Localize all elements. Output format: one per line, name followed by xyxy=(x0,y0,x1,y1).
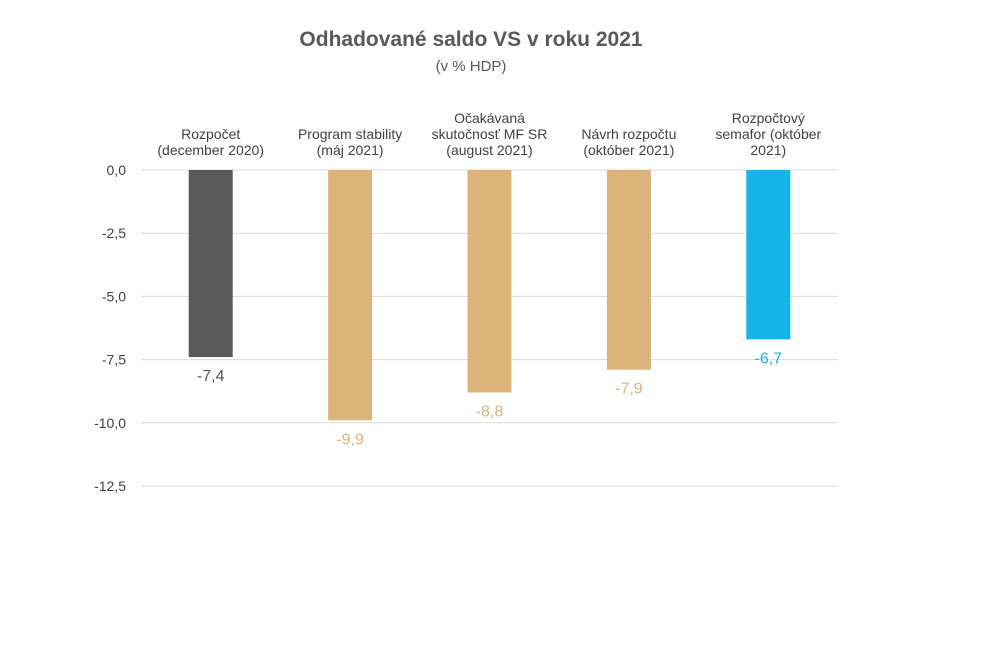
y-tick-label: -10,0 xyxy=(94,415,126,431)
chart-subtitle: (v % HDP) xyxy=(436,58,507,75)
y-tick-label: 0,0 xyxy=(107,162,127,178)
category-label: Očakávaná xyxy=(454,110,525,126)
category-label: Rozpočet xyxy=(181,126,240,142)
y-tick-label: -5,0 xyxy=(102,288,126,304)
data-label: -7,4 xyxy=(197,368,225,385)
category-label: (august 2021) xyxy=(446,142,532,158)
category-label: Program stability xyxy=(298,126,402,142)
data-label: -8,8 xyxy=(476,403,504,420)
bar xyxy=(606,170,651,370)
data-label: -6,7 xyxy=(755,350,783,367)
category-label: semafor (október xyxy=(715,126,821,142)
plot-area: 0,0 -2,5 -5,0 -7,5 -10,0 -12,5 -7,4 Rozpočet(de… xyxy=(94,110,838,494)
category-label: (október 2021) xyxy=(583,142,674,158)
category-label: 2021) xyxy=(750,142,786,158)
y-tick-label: -7,5 xyxy=(102,352,126,368)
data-label: -9,9 xyxy=(336,431,364,448)
y-tick-label: -2,5 xyxy=(102,225,126,241)
category-label: Návrh rozpočtu xyxy=(581,126,676,142)
category-label: (december 2020) xyxy=(157,142,264,158)
category-label: Rozpočtový xyxy=(732,110,805,126)
bar xyxy=(746,170,791,340)
category-label: skutočnosť MF SR xyxy=(432,126,548,142)
data-label: -7,9 xyxy=(615,381,643,398)
category-label: (máj 2021) xyxy=(317,142,384,158)
y-tick-label: -12,5 xyxy=(94,478,126,494)
bar xyxy=(188,170,233,358)
chart-title: Odhadované saldo VS v roku 2021 xyxy=(299,28,642,51)
bar xyxy=(328,170,373,421)
bar xyxy=(467,170,512,393)
